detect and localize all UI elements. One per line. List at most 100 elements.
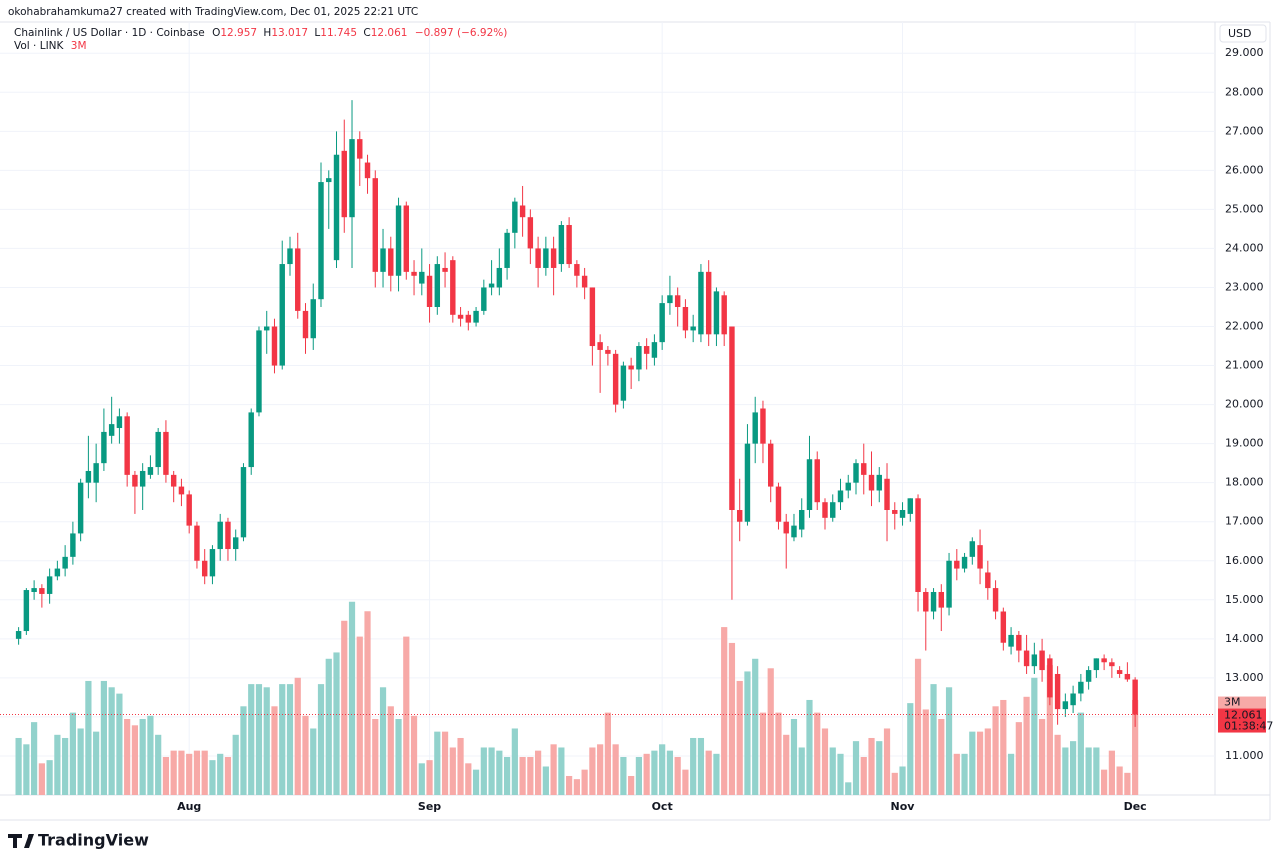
volume-bar [829, 747, 836, 795]
y-tick-label: 14.000 [1225, 632, 1264, 645]
candle-body [783, 521, 789, 534]
volume-bar [232, 734, 239, 795]
candle-body [1124, 673, 1131, 680]
volume-legend: Vol · LINK 3M [14, 40, 87, 52]
candle-body [155, 431, 161, 468]
countdown-label: 01:38:47 [1224, 720, 1273, 733]
volume-bar [46, 760, 53, 795]
volume-bar [628, 775, 635, 795]
volume-bar [558, 747, 565, 795]
volume-bar [503, 756, 511, 795]
candle-body [295, 248, 301, 311]
volume-bar [108, 687, 115, 795]
volume-bar [333, 652, 340, 795]
volume-bar [852, 741, 860, 795]
volume-bar [868, 737, 875, 795]
candle-body [992, 588, 999, 612]
candle-body [380, 248, 386, 272]
volume-bar [124, 718, 131, 795]
candle-body [31, 588, 37, 592]
volume-bar [387, 706, 394, 795]
volume-bar [612, 744, 619, 795]
candle-body [232, 537, 239, 550]
volume-bar [891, 772, 898, 795]
volume-bar [224, 756, 232, 795]
candle-body [597, 342, 603, 350]
candle-body [1078, 681, 1084, 694]
volume-bar [441, 731, 449, 795]
candle-body [651, 342, 658, 358]
volume-bar [38, 763, 45, 795]
candle-body [395, 205, 402, 276]
candle-body [574, 264, 580, 276]
volume-bar [1054, 734, 1061, 795]
candle-body [861, 463, 867, 475]
credit-line: okohabrahamkuma27 created with TradingVi… [8, 6, 418, 18]
y-tick-label: 16.000 [1225, 554, 1264, 567]
candle-body [310, 299, 316, 339]
volume-bar [348, 601, 356, 795]
y-tick-label: 22.000 [1225, 320, 1264, 333]
y-tick-label: 24.000 [1225, 241, 1264, 254]
candle-body [628, 365, 634, 370]
candle-body [357, 139, 363, 159]
volume-bar [449, 747, 456, 795]
candle-body [364, 162, 371, 179]
candle-body [930, 591, 937, 612]
candle-body [876, 474, 882, 491]
currency-label[interactable]: USD [1228, 27, 1252, 40]
volume-bar [457, 737, 464, 795]
candle-body [341, 150, 347, 218]
volume-bar [1038, 718, 1046, 795]
candle-body [77, 482, 84, 534]
y-tick-label: 29.000 [1225, 46, 1264, 59]
candle-body [969, 541, 976, 557]
candle-body [698, 271, 704, 335]
volume-bar [325, 658, 332, 795]
change-value: −0.897 (−6.92%) [415, 27, 508, 39]
candle-body [39, 588, 45, 594]
candle-body [799, 510, 805, 530]
volume-bar [100, 680, 108, 795]
candle-body [977, 545, 983, 569]
volume-bar [54, 734, 61, 795]
volume-bar [356, 636, 363, 795]
volume-bar [697, 737, 705, 795]
volume-bar [240, 706, 247, 795]
candle-body [674, 295, 681, 307]
volume-bar [209, 760, 216, 795]
candle-body [527, 217, 534, 249]
ohlc-label: L [314, 27, 320, 39]
candle-body [457, 314, 464, 319]
candle-body [1132, 679, 1138, 715]
volume-bar [1101, 769, 1108, 795]
volume-bar [721, 627, 728, 795]
volume-bar [294, 677, 301, 795]
currency-badge[interactable] [1219, 24, 1267, 43]
volume-bar [821, 728, 829, 795]
volume-bar [85, 680, 92, 795]
volume-bar [984, 728, 991, 795]
volume-bar [713, 753, 720, 795]
volume-bar [566, 775, 573, 795]
brand-icon [8, 834, 34, 848]
volume-bar [31, 722, 38, 795]
y-tick-label: 28.000 [1225, 85, 1264, 98]
candle-body [636, 346, 642, 370]
candle-body [605, 349, 611, 354]
candle-body [194, 525, 200, 561]
volume-bar [1062, 747, 1069, 795]
candle-body [806, 459, 813, 511]
candle-body [217, 521, 223, 550]
volume-bar [899, 766, 906, 795]
volume-bar [155, 734, 162, 795]
volume-badge [1218, 696, 1266, 709]
x-tick-label: Aug [177, 800, 201, 813]
candle-body [1101, 658, 1107, 663]
candle-body [349, 139, 355, 218]
volume-bar [519, 756, 526, 795]
candle-body [1062, 701, 1069, 710]
volume-bar [1132, 699, 1139, 795]
volume-bar [1070, 741, 1077, 795]
